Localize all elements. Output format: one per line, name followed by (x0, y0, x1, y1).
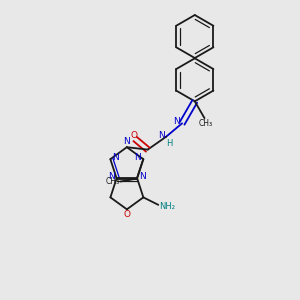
Text: N: N (108, 172, 115, 181)
Text: H: H (166, 139, 172, 148)
Text: O: O (123, 210, 130, 219)
Text: N: N (173, 117, 180, 126)
Text: N: N (112, 153, 119, 162)
Text: N: N (139, 172, 146, 181)
Text: N: N (158, 131, 165, 140)
Text: N: N (124, 137, 130, 146)
Text: NH₂: NH₂ (159, 202, 175, 211)
Text: O: O (130, 131, 137, 140)
Text: CH₃: CH₃ (199, 119, 213, 128)
Text: CH₃: CH₃ (105, 177, 119, 186)
Text: N: N (135, 153, 141, 162)
